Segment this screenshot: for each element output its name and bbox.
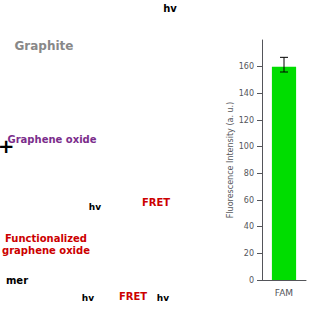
svg-text:Fluorescence Intensity (a. u.): Fluorescence Intensity (a. u.) [226, 102, 235, 218]
svg-text:120: 120 [239, 116, 254, 125]
svg-text:60: 60 [244, 196, 254, 205]
svg-text:FAM: FAM [275, 288, 293, 298]
svg-text:Functionalized: Functionalized [5, 233, 87, 244]
svg-text:80: 80 [244, 169, 254, 178]
svg-text:160: 160 [239, 62, 254, 71]
svg-text:40: 40 [244, 222, 254, 231]
svg-text:+: + [0, 134, 14, 158]
svg-text:hv: hv [82, 293, 94, 303]
svg-text:FRET: FRET [119, 291, 147, 302]
svg-text:mer: mer [6, 275, 28, 286]
svg-text:100: 100 [239, 142, 254, 151]
svg-text:Graphene oxide: Graphene oxide [7, 134, 96, 145]
svg-text:graphene oxide: graphene oxide [2, 245, 90, 256]
svg-text:hv: hv [89, 202, 101, 212]
svg-text:hv: hv [157, 293, 169, 303]
svg-text:hv: hv [163, 3, 177, 14]
svg-text:140: 140 [239, 89, 254, 98]
svg-text:Graphite: Graphite [15, 39, 74, 53]
svg-text:FRET: FRET [142, 197, 170, 208]
svg-text:20: 20 [244, 249, 254, 258]
svg-text:0: 0 [249, 276, 254, 285]
